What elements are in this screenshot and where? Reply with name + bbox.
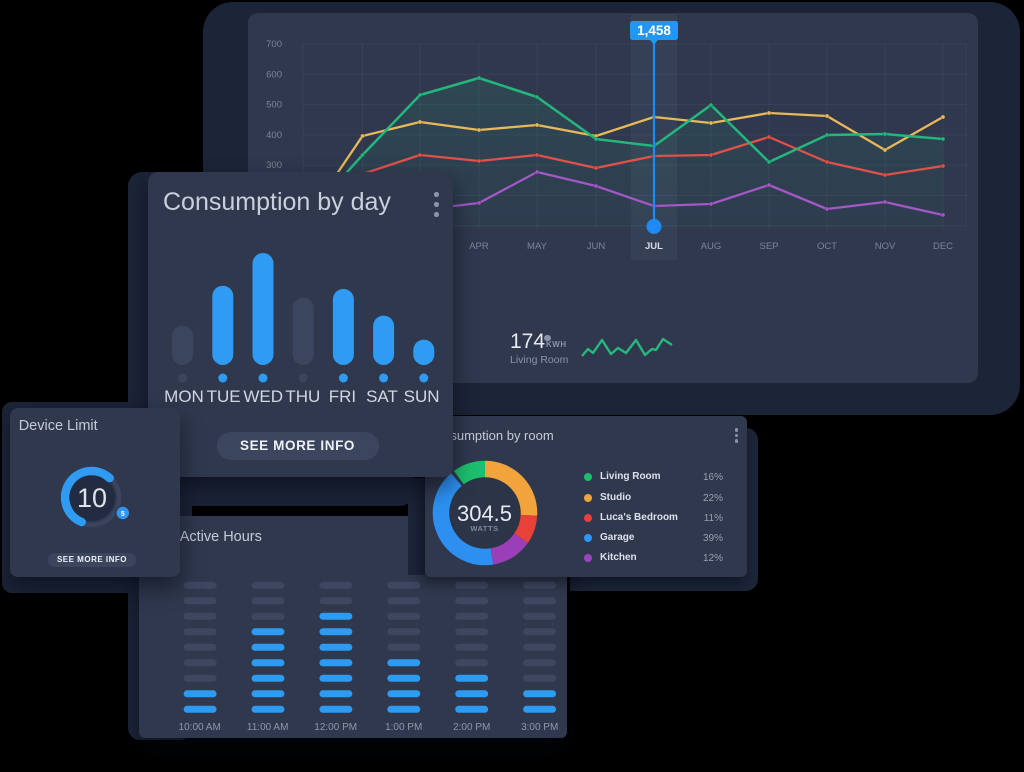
svg-text:600: 600 — [266, 69, 282, 80]
svg-text:JUL: JUL — [645, 241, 663, 252]
svg-text:400: 400 — [266, 130, 282, 141]
svg-text:AUG: AUG — [701, 241, 722, 252]
svg-text:700: 700 — [266, 39, 282, 50]
svg-text:500: 500 — [266, 100, 282, 111]
svg-text:DEC: DEC — [933, 241, 953, 252]
svg-text:300: 300 — [266, 160, 282, 171]
svg-text:APR: APR — [469, 241, 489, 252]
svg-text:1,458: 1,458 — [637, 23, 671, 38]
svg-text:NOV: NOV — [875, 241, 896, 252]
svg-text:SEP: SEP — [759, 241, 778, 252]
svg-text:OCT: OCT — [817, 241, 837, 252]
svg-text:JUN: JUN — [587, 241, 606, 252]
svg-text:5: 5 — [121, 511, 125, 518]
svg-text:MAY: MAY — [527, 241, 548, 252]
